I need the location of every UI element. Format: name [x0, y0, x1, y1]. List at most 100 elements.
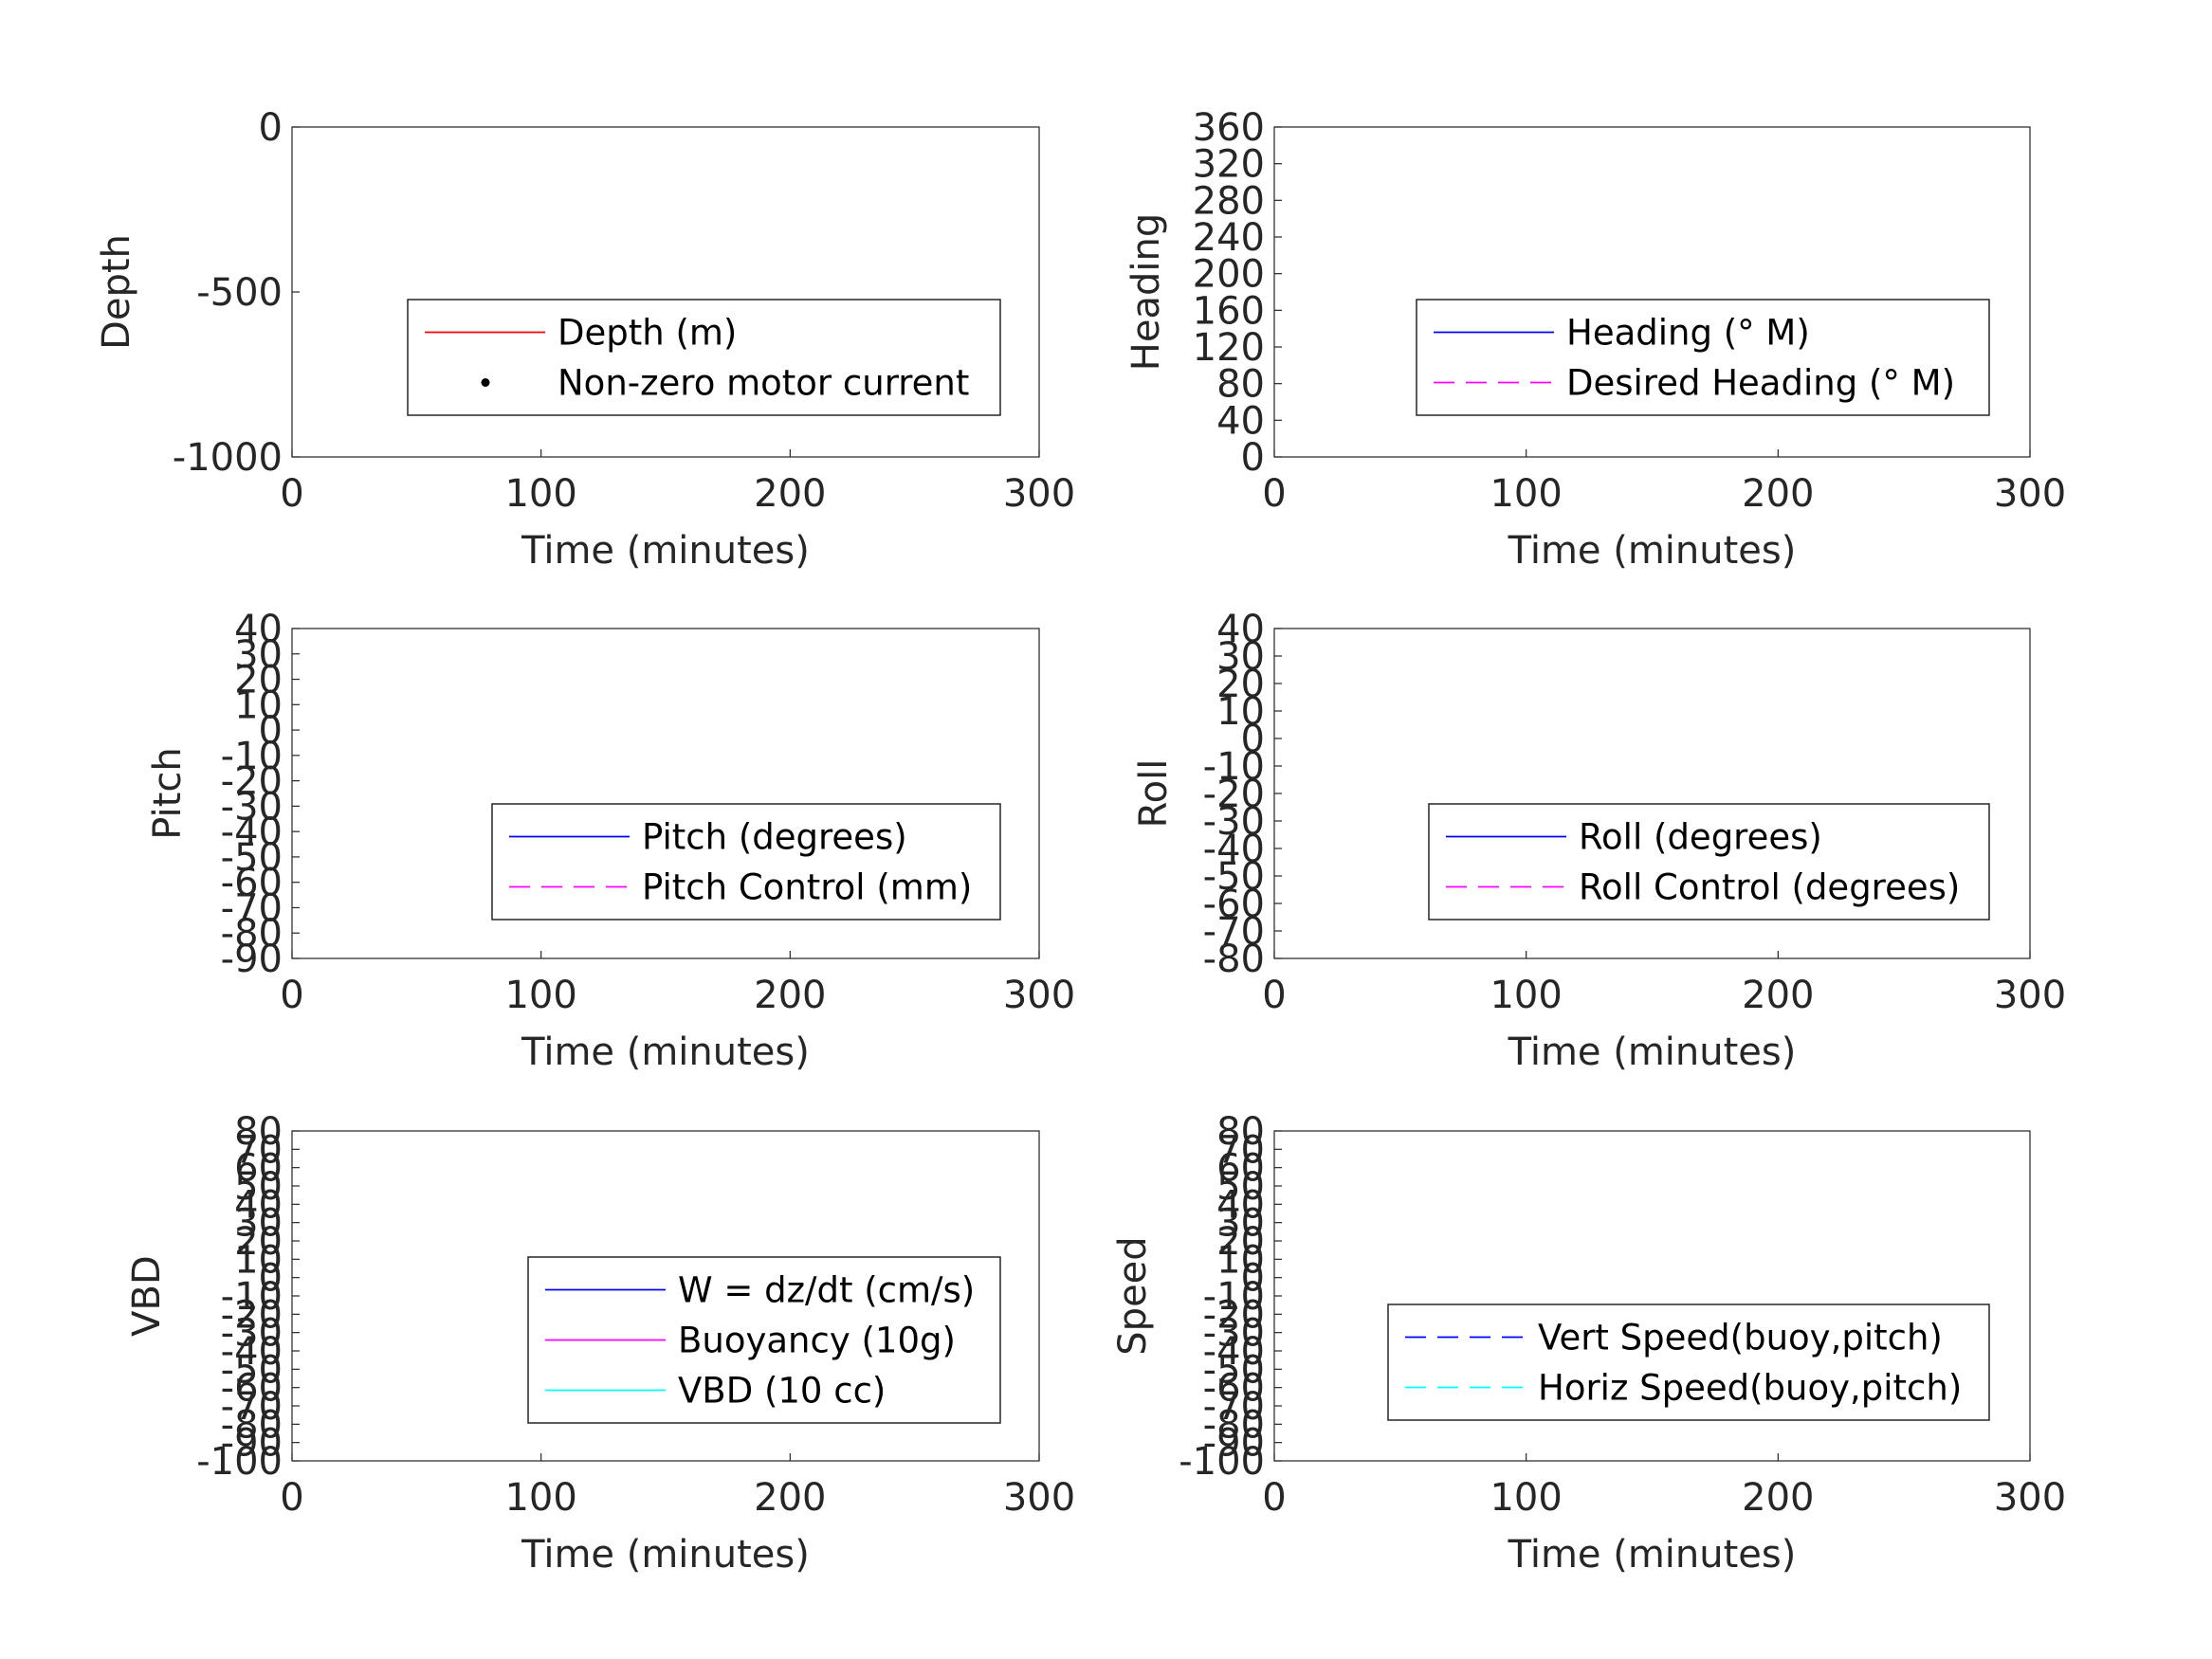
vbd-y-tick-label: -10: [221, 1275, 283, 1319]
heading-y-tick-label: 360: [1193, 106, 1265, 150]
speed-y-tick-label: 20: [1216, 1220, 1265, 1264]
pitch-y-tick-label: 10: [234, 684, 283, 727]
speed-y-tick-label: 0: [1241, 1257, 1265, 1301]
pitch-legend-box: [491, 803, 1001, 921]
roll-y-tick-label: -10: [1203, 745, 1265, 789]
vbd-x-axis-title: Time (minutes): [521, 1533, 810, 1577]
heading-legend-label: Desired Heading (° M): [1566, 363, 1955, 404]
roll-y-tick-label: 10: [1216, 690, 1265, 734]
speed-x-axis-title: Time (minutes): [1508, 1533, 1797, 1577]
pitch-y-tick-label: -40: [221, 811, 283, 854]
roll-y-tick-label: 20: [1216, 663, 1265, 706]
speed-x-tick-label: 200: [1742, 1476, 1814, 1520]
speed-y-tick-label: -10: [1203, 1275, 1265, 1319]
vbd-y-tick-label: 70: [234, 1128, 283, 1172]
speed-y-tick-label: -90: [1203, 1422, 1265, 1466]
roll-legend-box: [1428, 803, 1990, 921]
depth-y-axis-title: Depth: [95, 234, 138, 350]
pitch-x-tick-label: 100: [504, 974, 576, 1017]
heading-panel: 0 100 200 30004080120160200240280320360Time…: [1124, 106, 2066, 573]
roll-y-tick-label: -80: [1203, 938, 1265, 981]
roll-y-tick-label: -20: [1203, 773, 1265, 816]
pitch-y-axis-title: Pitch: [146, 747, 190, 839]
vbd-x-tick-label: 200: [754, 1476, 826, 1520]
roll-x-axis-title: Time (minutes): [1508, 1030, 1797, 1074]
vbd-y-tick-label: -70: [221, 1385, 283, 1429]
speed-y-tick-label: 10: [1216, 1238, 1265, 1282]
vbd-y-tick-label: 10: [234, 1238, 283, 1282]
heading-x-tick-label: 300: [1994, 472, 2066, 516]
depth-x-tick-label: 300: [1003, 472, 1075, 516]
speed-x-tick-label: 300: [1994, 1476, 2066, 1520]
roll-y-tick-label: 40: [1216, 608, 1265, 651]
roll-y-tick-label: -50: [1203, 855, 1265, 899]
heading-y-tick-label: 0: [1241, 436, 1265, 480]
speed-y-tick-label: -30: [1203, 1312, 1265, 1356]
vbd-y-axis-title: VBD: [125, 1255, 169, 1337]
speed-y-tick-label: -80: [1203, 1403, 1265, 1447]
depth-y-tick-label: 0: [259, 106, 283, 150]
depth-legend-label: Depth (m): [558, 313, 737, 354]
pitch-y-tick-label: -20: [221, 760, 283, 804]
speed-panel: 0 100 200 300-100-90-80-70-60-50-40-30-20-1…: [1111, 1110, 2066, 1577]
roll-y-tick-label: -70: [1203, 910, 1265, 954]
roll-y-tick-label: -30: [1203, 800, 1265, 844]
speed-y-tick-label: -40: [1203, 1330, 1265, 1374]
heading-x-axis-title: Time (minutes): [1508, 529, 1797, 573]
pitch-y-tick-label: 40: [234, 608, 283, 651]
pitch-x-tick-label: 0: [280, 974, 303, 1017]
speed-x-tick-label: 100: [1490, 1476, 1562, 1520]
vbd-x-tick-label: 300: [1003, 1476, 1075, 1520]
pitch-legend-label: Pitch Control (mm): [642, 867, 972, 908]
pitch-y-tick-label: 20: [234, 659, 283, 702]
pitch-y-tick-label: 0: [259, 709, 283, 753]
heading-x-tick-label: 200: [1742, 472, 1814, 516]
speed-y-tick-label: 30: [1216, 1202, 1265, 1246]
vbd-x-tick-label: 0: [280, 1476, 303, 1520]
speed-y-tick-label: 80: [1216, 1110, 1265, 1154]
depth-x-tick-label: 200: [754, 472, 826, 516]
speed-y-tick-label: -50: [1203, 1348, 1265, 1392]
speed-y-axis-title: Speed: [1111, 1236, 1155, 1355]
vbd-legend-label: Buoyancy (10g): [678, 1321, 956, 1361]
speed-legend-box: [1387, 1304, 1990, 1421]
vbd-x-tick-label: 100: [504, 1476, 576, 1520]
heading-y-axis-title: Heading: [1124, 213, 1168, 371]
pitch-y-tick-label: 30: [234, 633, 283, 677]
heading-x-tick-label: 0: [1262, 472, 1286, 516]
depth-legend-label: Non-zero motor current: [558, 363, 969, 404]
roll-legend-label: Roll Control (degrees): [1579, 867, 1960, 908]
vbd-y-tick-label: -80: [221, 1403, 283, 1447]
vbd-legend: W = dz/dt (cm/s) Buoyancy (10g) VBD (10 cc…: [527, 1256, 1001, 1424]
heading-y-tick-label: 200: [1193, 253, 1265, 297]
heading-y-tick-label: 40: [1216, 399, 1265, 443]
speed-y-tick-label: -20: [1203, 1293, 1265, 1337]
vbd-y-tick-label: 20: [234, 1220, 283, 1264]
speed-legend: Vert Speed(buoy,pitch) Horiz Speed(buoy,p…: [1387, 1304, 1990, 1421]
heading-y-tick-label: 160: [1193, 289, 1265, 333]
speed-x-tick-label: 0: [1262, 1476, 1286, 1520]
pitch-x-axis-title: Time (minutes): [521, 1030, 810, 1074]
pitch-legend-label: Pitch (degrees): [642, 817, 907, 858]
heading-y-tick-label: 240: [1193, 216, 1265, 260]
heading-y-tick-label: 280: [1193, 179, 1265, 223]
heading-y-tick-label: 80: [1216, 363, 1265, 407]
speed-y-tick-label: 40: [1216, 1183, 1265, 1227]
vbd-panel: 0 100 200 300-100-90-80-70-60-50-40-30-20-1…: [125, 1110, 1075, 1577]
pitch-x-tick-label: 200: [754, 974, 826, 1017]
roll-y-tick-label: 30: [1216, 635, 1265, 679]
speed-y-tick-label: 50: [1216, 1165, 1265, 1209]
depth-legend-box: [407, 299, 1001, 416]
speed-y-tick-label: -60: [1203, 1367, 1265, 1411]
roll-x-tick-label: 100: [1490, 974, 1562, 1017]
depth-legend-marker: [481, 378, 490, 387]
roll-legend-label: Roll (degrees): [1579, 817, 1822, 858]
vbd-y-tick-label: 0: [259, 1257, 283, 1301]
heading-legend-box: [1416, 299, 1990, 416]
pitch-panel: 0 100 200 300-90-80-70-60-50-40-30-20-10010…: [146, 608, 1075, 1074]
depth-y-tick-label: -1000: [173, 436, 283, 480]
roll-panel: 0 100 200 300-80-70-60-50-40-30-20-10010203…: [1132, 608, 2066, 1074]
depth-x-axis-title: Time (minutes): [521, 529, 810, 573]
vbd-y-tick-label: -20: [221, 1293, 283, 1337]
